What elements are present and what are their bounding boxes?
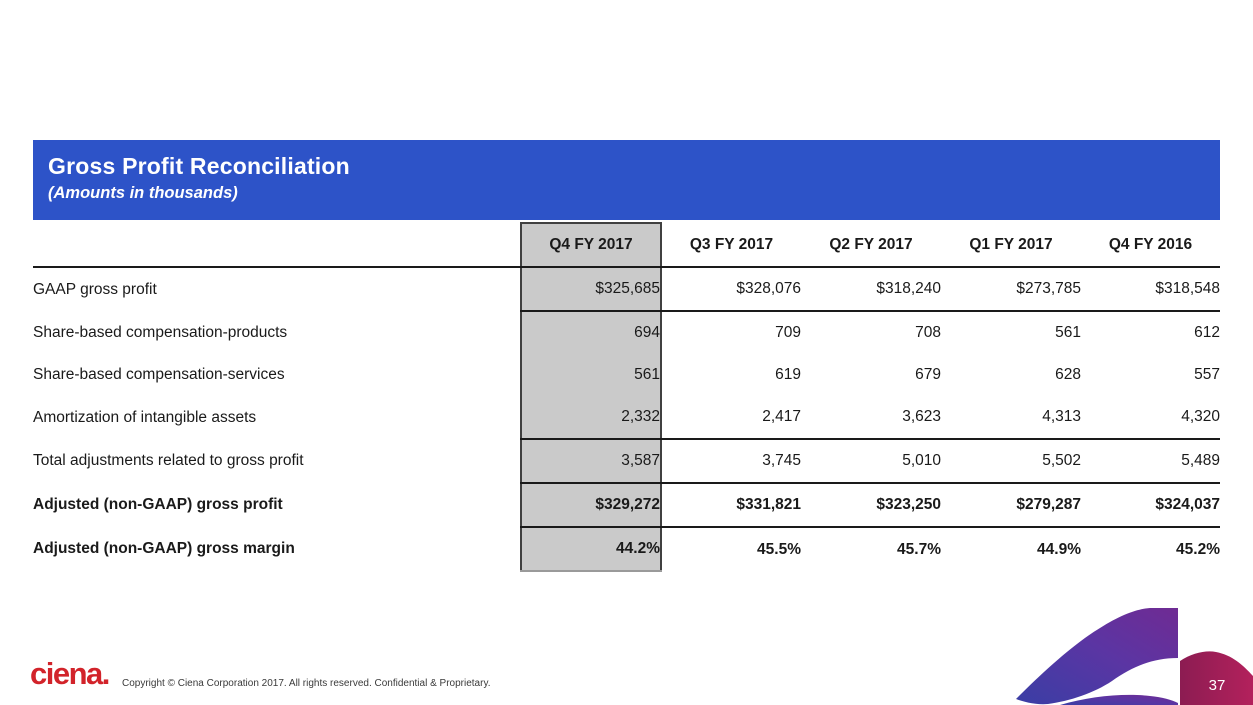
page-number-box	[1180, 651, 1253, 705]
table-row: Share-based compensation-services 561 619 6…	[33, 354, 1220, 396]
ciena-logo: ciena.	[30, 656, 110, 691]
cell-value: 5,010	[801, 439, 941, 484]
cell-value: 628	[1055, 366, 1081, 383]
cell-value: 45.2%	[1176, 540, 1220, 558]
cell-value: $328,076	[661, 267, 801, 312]
table-row: Adjusted (non-GAAP) gross profit $329,272…	[33, 483, 1220, 528]
cell-value: 709	[775, 324, 801, 341]
cell-value: $329,272	[520, 483, 662, 528]
swoosh-ribbon	[1016, 608, 1178, 705]
cell-value: $325,685	[520, 267, 662, 312]
cell-value: 5,502	[941, 439, 1081, 484]
reconciliation-table: Q4 FY 2017 Q3 FY 2017 Q2 FY 2017 Q1 FY 2…	[33, 222, 1220, 572]
cell-value: 3,745	[661, 439, 801, 484]
row-label: Adjusted (non-GAAP) gross profit	[33, 496, 283, 513]
cell-value: $318,548	[1081, 267, 1220, 312]
cell-value: $324,037	[1081, 483, 1220, 528]
cell-value: $279,287	[941, 483, 1081, 528]
table-row: Share-based compensation-products 694 709 7…	[33, 311, 1220, 354]
title-bar: Gross Profit Reconciliation (Amounts in …	[33, 140, 1220, 220]
corner-swoosh-graphic: 37	[1016, 608, 1253, 705]
row-label: Share-based compensation-products	[33, 323, 288, 341]
cell-value: 5,489	[1081, 439, 1220, 484]
cell-value: 708	[915, 324, 941, 341]
row-label: Total adjustments related to gross profi…	[33, 452, 304, 469]
cell-value: 679	[915, 366, 941, 383]
column-header-q1-fy-2017: Q1 FY 2017	[941, 223, 1081, 268]
table-header-row: Q4 FY 2017 Q3 FY 2017 Q2 FY 2017 Q1 FY 2…	[33, 222, 1220, 268]
row-label: Amortization of intangible assets	[33, 408, 257, 426]
cell-value: 45.7%	[897, 540, 941, 558]
cell-value: 557	[1194, 366, 1220, 383]
column-header-q4-fy-2016: Q4 FY 2016	[1081, 223, 1220, 268]
cell-value: 3,587	[520, 439, 662, 484]
cell-value: $331,821	[661, 483, 801, 528]
row-label: Share-based compensation-services	[33, 366, 285, 383]
page-number: 37	[1209, 677, 1226, 694]
row-label: GAAP gross profit	[33, 280, 157, 298]
cell-value: 619	[775, 366, 801, 383]
column-header-q3-fy-2017: Q3 FY 2017	[661, 223, 801, 268]
slide-subtitle: (Amounts in thousands)	[48, 184, 238, 202]
cell-value: 4,313	[941, 396, 1081, 440]
column-header-q2-fy-2017: Q2 FY 2017	[801, 223, 941, 268]
cell-value: $273,785	[941, 267, 1081, 312]
table-row: Total adjustments related to gross profi…	[33, 439, 1220, 484]
cell-value: 561	[1055, 324, 1081, 341]
cell-value: 3,623	[801, 396, 941, 440]
cell-value: 45.5%	[757, 540, 801, 558]
slide-title: Gross Profit Reconciliation	[48, 153, 350, 179]
row-label: Adjusted (non-GAAP) gross margin	[33, 540, 295, 557]
row-label-header	[33, 223, 521, 268]
table-row: Amortization of intangible assets 2,332 2,…	[33, 396, 1220, 440]
cell-value: 2,332	[520, 396, 662, 440]
cell-value: 4,320	[1081, 396, 1220, 440]
cell-value: $323,250	[801, 483, 941, 528]
cell-value: 44.9%	[1037, 540, 1081, 558]
column-header-q4-fy-2017: Q4 FY 2017	[520, 222, 662, 268]
cell-value: 612	[1194, 324, 1220, 341]
cell-value: $318,240	[801, 267, 941, 312]
cell-value: 694	[520, 311, 662, 354]
copyright-text: Copyright © Ciena Corporation 2017. All …	[122, 678, 491, 689]
table-row: GAAP gross profit $325,685 $328,076 $318,24…	[33, 267, 1220, 312]
swoosh-band	[1060, 694, 1178, 705]
cell-value: 44.2%	[520, 527, 662, 572]
cell-value: 561	[520, 354, 662, 396]
table-row: Adjusted (non-GAAP) gross margin 44.2% 45.…	[33, 527, 1220, 572]
cell-value: 2,417	[661, 396, 801, 440]
